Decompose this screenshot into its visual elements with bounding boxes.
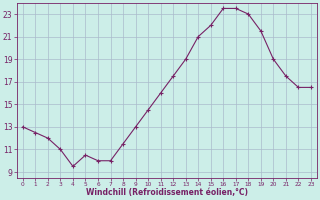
X-axis label: Windchill (Refroidissement éolien,°C): Windchill (Refroidissement éolien,°C) <box>86 188 248 197</box>
